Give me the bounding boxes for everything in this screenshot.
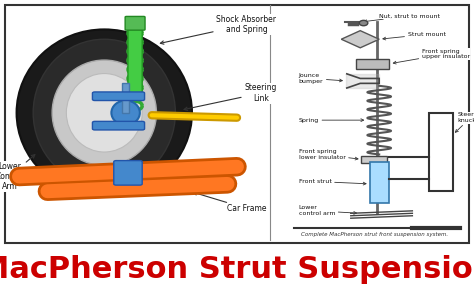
FancyBboxPatch shape xyxy=(122,83,129,113)
Ellipse shape xyxy=(66,74,142,152)
FancyBboxPatch shape xyxy=(356,59,389,69)
Text: Front strut: Front strut xyxy=(299,179,366,185)
Ellipse shape xyxy=(17,29,192,196)
Polygon shape xyxy=(341,30,379,48)
FancyBboxPatch shape xyxy=(361,156,388,163)
FancyBboxPatch shape xyxy=(92,92,145,100)
FancyBboxPatch shape xyxy=(125,16,145,30)
Text: Lower
control arm: Lower control arm xyxy=(299,205,356,216)
Ellipse shape xyxy=(359,20,368,26)
Text: Steering
Link: Steering Link xyxy=(184,83,277,110)
Text: Shock Absorber
and Spring: Shock Absorber and Spring xyxy=(160,15,276,44)
Ellipse shape xyxy=(33,39,175,186)
Text: Strut mount: Strut mount xyxy=(383,32,446,40)
Text: Front spring
upper insulator: Front spring upper insulator xyxy=(393,48,470,64)
FancyBboxPatch shape xyxy=(5,5,469,243)
FancyBboxPatch shape xyxy=(114,161,142,185)
FancyBboxPatch shape xyxy=(370,162,389,204)
Text: Spring: Spring xyxy=(299,118,364,123)
Ellipse shape xyxy=(111,100,140,125)
Text: Front spring
lower insulator: Front spring lower insulator xyxy=(299,149,358,160)
FancyBboxPatch shape xyxy=(92,121,145,130)
Text: Car Frame: Car Frame xyxy=(193,192,266,213)
Text: Steering
knuckle: Steering knuckle xyxy=(456,112,474,132)
FancyBboxPatch shape xyxy=(128,29,142,99)
Text: Nut, strut to mount: Nut, strut to mount xyxy=(364,13,440,23)
Text: Complete MacPherson strut front suspension system.: Complete MacPherson strut front suspensi… xyxy=(301,232,448,237)
Text: Lower
Control
Arm: Lower Control Arm xyxy=(0,155,35,191)
Text: MacPherson Strut Suspension: MacPherson Strut Suspension xyxy=(0,255,474,284)
Text: Jounce
bumper: Jounce bumper xyxy=(299,73,342,84)
Ellipse shape xyxy=(52,60,156,165)
